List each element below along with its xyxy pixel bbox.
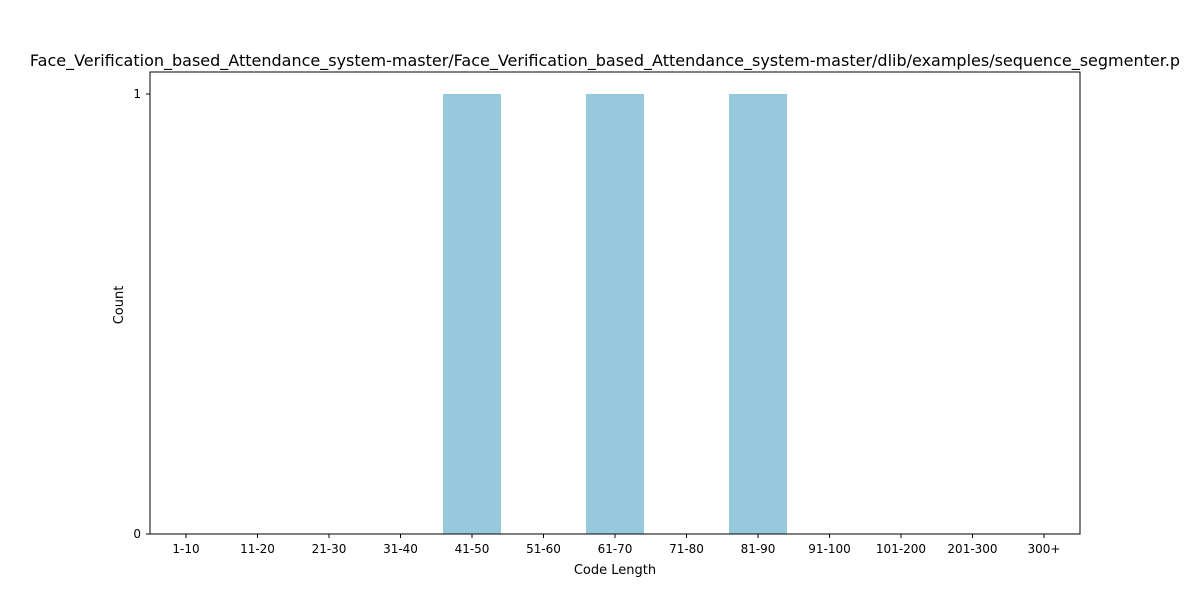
bar-41-50 bbox=[443, 94, 501, 534]
y-axis-label: Count bbox=[112, 286, 127, 325]
bar-61-70 bbox=[586, 94, 644, 534]
x-tick-label: 1-10 bbox=[172, 542, 199, 556]
x-tick-label: 91-100 bbox=[808, 542, 851, 556]
x-tick-label: 101-200 bbox=[876, 542, 926, 556]
y-tick-label: 0 bbox=[133, 527, 141, 541]
x-tick-label: 201-300 bbox=[947, 542, 997, 556]
x-tick-label: 81-90 bbox=[741, 542, 776, 556]
chart-title: Face_Verification_based_Attendance_syste… bbox=[30, 51, 1180, 71]
x-tick-label: 41-50 bbox=[455, 542, 490, 556]
x-tick-label: 11-20 bbox=[240, 542, 275, 556]
x-tick-label: 51-60 bbox=[526, 542, 561, 556]
x-tick-label: 71-80 bbox=[669, 542, 704, 556]
bars-layer bbox=[443, 94, 787, 534]
y-tick-label: 1 bbox=[133, 87, 141, 101]
bar-81-90 bbox=[729, 94, 787, 534]
x-tick-label: 61-70 bbox=[598, 542, 633, 556]
x-tick-label: 31-40 bbox=[383, 542, 418, 556]
ticks-layer: 1-10 11-20 21-30 31-40 41-50 51-60 61-70 71-80 8… bbox=[133, 87, 1060, 556]
x-tick-label: 300+ bbox=[1028, 542, 1061, 556]
x-axis-label: Code Length bbox=[574, 563, 656, 578]
x-tick-label: 21-30 bbox=[312, 542, 347, 556]
